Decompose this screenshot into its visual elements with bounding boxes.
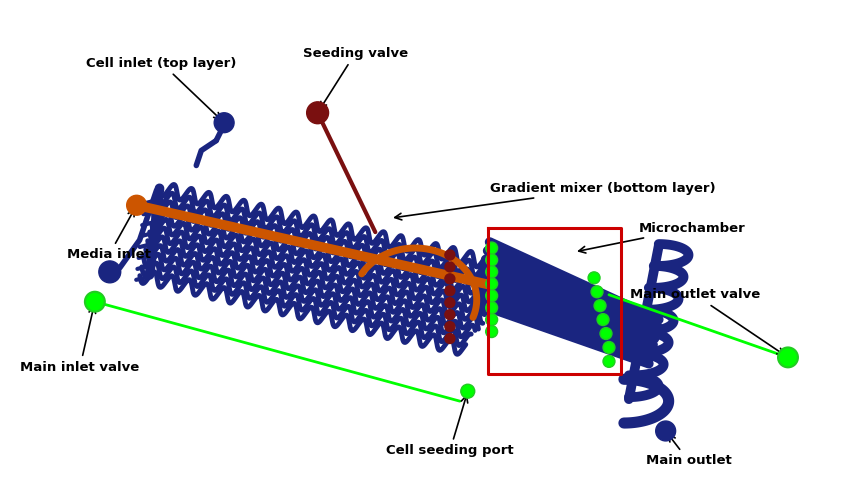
Circle shape [84,292,105,312]
Circle shape [602,341,614,353]
Text: Microchamber: Microchamber [578,222,745,253]
Circle shape [485,266,497,278]
Circle shape [126,195,147,215]
Circle shape [485,242,497,254]
Text: Media inlet: Media inlet [67,209,151,261]
Circle shape [444,333,455,343]
Circle shape [485,254,497,266]
Text: Main outlet valve: Main outlet valve [630,288,783,355]
Circle shape [444,321,455,331]
Text: Cell inlet (top layer): Cell inlet (top layer) [86,56,236,119]
Circle shape [602,355,614,367]
Circle shape [444,250,455,260]
Text: Gradient mixer (bottom layer): Gradient mixer (bottom layer) [394,182,715,220]
Circle shape [99,261,120,283]
Circle shape [485,290,497,302]
Circle shape [444,310,455,319]
Circle shape [485,314,497,325]
Circle shape [655,421,675,441]
Circle shape [214,113,234,133]
Circle shape [444,274,455,284]
Text: Main outlet: Main outlet [645,435,730,468]
Circle shape [590,286,602,298]
Text: Cell seeding port: Cell seeding port [386,396,514,458]
Circle shape [485,278,497,290]
Circle shape [596,314,608,325]
Circle shape [485,325,497,337]
Circle shape [485,302,497,314]
Circle shape [444,298,455,308]
Circle shape [777,347,797,367]
Circle shape [461,384,474,398]
Circle shape [444,286,455,296]
Circle shape [588,272,600,284]
Circle shape [594,300,606,312]
Text: Seeding valve: Seeding valve [303,46,408,109]
Circle shape [600,327,612,339]
Text: Main inlet valve: Main inlet valve [20,306,139,374]
Circle shape [444,262,455,272]
Circle shape [306,102,328,124]
